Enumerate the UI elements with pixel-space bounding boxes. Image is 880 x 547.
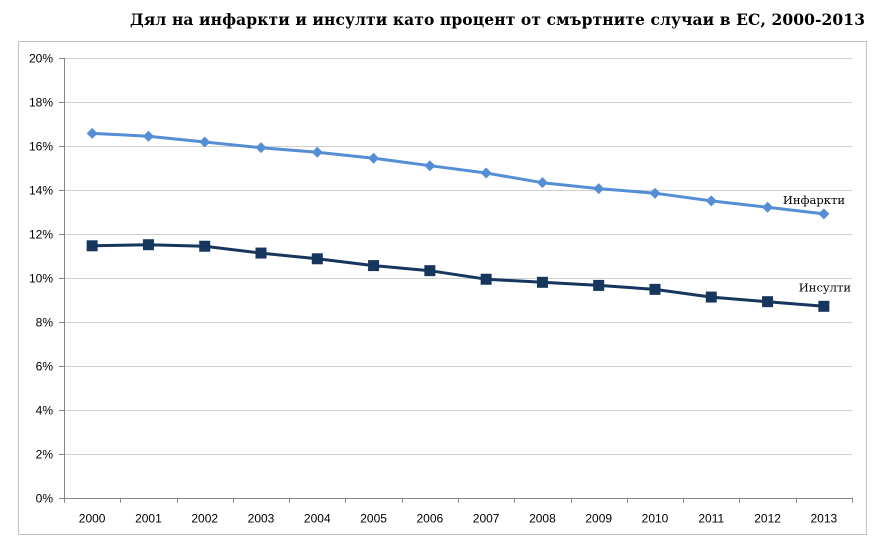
x-tick-label: 2009 [585,512,612,526]
data-point-diamond [199,136,211,148]
x-tick-label: 2003 [248,512,275,526]
data-point-diamond [255,142,267,154]
series-strokes [86,239,830,312]
gridlines [64,58,852,455]
data-point-diamond [593,183,605,195]
data-point-diamond [424,160,436,172]
data-point-square [762,296,774,308]
data-point-square [705,291,717,303]
axes [59,57,853,503]
x-tick-label: 2013 [811,512,838,526]
data-point-square [255,247,267,259]
x-tick-label: 2005 [360,512,387,526]
y-tick-label: 12% [29,228,53,242]
y-tick-label: 2% [36,448,54,462]
data-point-square [311,253,323,265]
series-line [92,243,825,308]
x-axis-tick-labels: 2000 2001 2002 2003 2004 2005 2006 2007 2008 2009… [79,512,838,526]
x-tick-label: 2012 [754,512,781,526]
data-point-square [593,279,605,291]
x-tick-label: 2002 [191,512,218,526]
y-tick-label: 18% [29,96,53,110]
data-point-square [142,239,154,251]
y-axis-tick-labels: 0% 2% 4% 6% 8% 10% 12% 14% 16% 18% 20% [29,52,53,506]
x-tick-label: 2000 [79,512,106,526]
y-tick-label: 20% [29,52,53,66]
x-tick-label: 2006 [417,512,444,526]
data-point-diamond [705,195,717,207]
chart-title: Дял на инфаркти и инсулти като процент о… [130,10,866,29]
series-label: Инсулти [799,280,852,294]
x-tick-label: 2007 [473,512,500,526]
y-tick-label: 16% [29,140,53,154]
data-point-square [368,260,380,272]
series-labels: Инфаркти Инсулти [783,193,851,294]
data-point-diamond [86,127,98,139]
chart-frame [18,41,867,535]
x-tick-label: 2008 [529,512,556,526]
data-point-square [480,273,492,285]
data-point-diamond [818,208,830,220]
series-line [92,131,825,216]
data-point-square [86,240,98,252]
data-point-diamond [649,187,661,199]
data-point-diamond [142,130,154,142]
data-point-square [199,240,211,252]
data-point-diamond [368,152,380,164]
x-tick-label: 2004 [304,512,331,526]
y-tick-label: 8% [36,316,54,330]
data-point-diamond [536,177,548,189]
x-tick-label: 2011 [698,512,724,526]
x-tick-label: 2001 [135,512,162,526]
y-tick-label: 14% [29,184,53,198]
data-point-diamond [480,167,492,179]
y-tick-label: 6% [36,360,54,374]
y-tick-label: 0% [36,492,54,506]
y-tick-label: 10% [29,272,53,286]
series-infarcts [86,127,830,220]
data-point-diamond [762,201,774,213]
series [86,127,830,312]
data-point-square [818,300,830,312]
x-tick-label: 2010 [642,512,669,526]
data-point-square [536,276,548,288]
y-tick-label: 4% [36,404,54,418]
data-point-diamond [311,146,323,158]
series-label: Инфаркти [783,193,845,207]
data-point-square [424,265,436,277]
data-point-square [649,283,661,295]
